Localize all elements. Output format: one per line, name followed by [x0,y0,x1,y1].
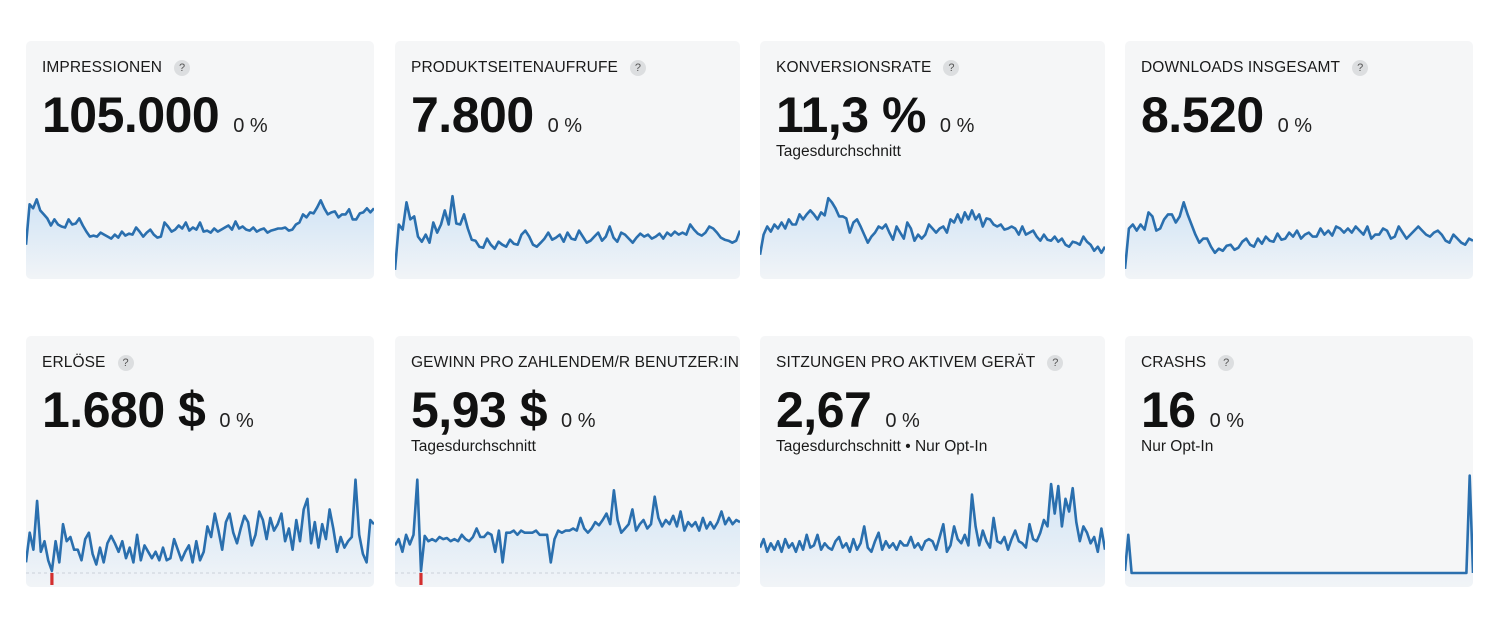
card-delta: 0 % [233,115,268,137]
card-value: 2,67 [776,382,872,438]
sparkline-area [395,479,740,587]
card-delta: 0 % [561,410,596,432]
card-header: PRODUKTSEITENAUFRUFE ? [411,59,646,77]
sparkline-chart [760,196,1105,279]
sparkline-line [1125,200,1473,270]
metric-card-sitzungen-pro-aktivem-geraet[interactable]: SITZUNGEN PRO AKTIVEM GERÄT ? 2,67 0 % T… [760,336,1105,587]
metric-card-gewinn-pro-zahlendem-benutzer[interactable]: GEWINN PRO ZAHLENDEM/R BENUTZER:IN ? 5,9… [395,336,740,587]
help-icon[interactable]: ? [1047,355,1064,371]
card-title: PRODUKTSEITENAUFRUFE [411,59,618,76]
sparkline-line [26,478,374,573]
metric-card-impressionen[interactable]: IMPRESSIONEN ? 105.000 0 % [26,41,374,279]
sparkline-chart [760,482,1105,587]
card-subtitle: Nur Opt-In [1141,438,1214,455]
card-value-row: 1.680 $ 0 % [42,382,254,438]
card-value-row: 11,3 % 0 % [776,87,974,143]
card-header: DOWNLOADS INSGESAMT ? [1141,59,1369,77]
sparkline-area [760,484,1105,587]
help-icon[interactable]: ? [943,60,960,76]
card-value: 7.800 [411,87,534,143]
sparkline-line [26,197,374,245]
sparkline-area [1125,475,1473,587]
card-header: KONVERSIONSRATE ? [776,59,960,77]
card-subtitle: Tagesdurchschnitt • Nur Opt-In [776,438,988,455]
card-value: 105.000 [42,87,220,143]
card-delta: 0 % [885,410,920,432]
metric-card-crashs[interactable]: CRASHS ? 16 0 % Nur Opt-In [1125,336,1473,587]
sparkline-area [1125,202,1473,279]
card-value: 5,93 $ [411,382,548,438]
sparkline-chart [26,478,374,587]
card-subtitle: Tagesdurchschnitt [411,438,536,455]
sparkline-chart [395,194,740,279]
help-icon[interactable]: ? [1352,60,1369,76]
card-value: 11,3 % [776,87,926,143]
card-subtitle: Tagesdurchschnitt [776,143,901,160]
card-value: 16 [1141,382,1196,438]
help-icon[interactable]: ? [1218,355,1235,371]
card-value-row: 5,93 $ 0 % [411,382,595,438]
card-value-row: 2,67 0 % [776,382,920,438]
card-title: IMPRESSIONEN [42,59,163,76]
metric-card-downloads-insgesamt[interactable]: DOWNLOADS INSGESAMT ? 8.520 0 % [1125,41,1473,279]
metric-card-konversionsrate[interactable]: KONVERSIONSRATE ? 11,3 % 0 % Tagesdurchs… [760,41,1105,279]
sparkline-chart [26,197,374,279]
card-value-row: 105.000 0 % [42,87,268,143]
sparkline-area [395,196,740,279]
card-delta: 0 % [1209,410,1245,432]
card-delta: 0 % [547,115,583,137]
help-icon[interactable]: ? [629,60,646,76]
card-header: SITZUNGEN PRO AKTIVEM GERÄT ? [776,354,1064,372]
card-header: ERLÖSE ? [42,354,134,372]
card-value-row: 8.520 0 % [1141,87,1312,143]
card-value: 8.520 [1141,87,1264,143]
metric-card-erloese[interactable]: ERLÖSE ? 1.680 $ 0 % [26,336,374,587]
sparkline-line [395,194,740,271]
card-title: KONVERSIONSRATE [776,59,932,76]
card-header: GEWINN PRO ZAHLENDEM/R BENUTZER:IN ? [411,354,740,372]
sparkline-chart [1125,474,1473,587]
card-delta: 0 % [219,410,254,432]
card-title: ERLÖSE [42,354,106,371]
metric-card-produktseitenaufrufe[interactable]: PRODUKTSEITENAUFRUFE ? 7.800 0 % [395,41,740,279]
sparkline-line [760,482,1105,554]
card-title: DOWNLOADS INSGESAMT [1141,59,1341,76]
help-icon[interactable]: ? [117,355,134,371]
card-value-row: 16 0 % [1141,382,1244,438]
sparkline-area [26,479,374,587]
card-title: CRASHS [1141,354,1207,371]
card-header: IMPRESSIONEN ? [42,59,191,77]
sparkline-area [26,199,374,279]
sparkline-line [395,478,740,573]
sparkline-line [1125,474,1473,575]
card-value: 1.680 $ [42,382,206,438]
card-title: GEWINN PRO ZAHLENDEM/R BENUTZER:IN [411,354,740,371]
card-delta: 0 % [1277,115,1313,137]
card-value-row: 7.800 0 % [411,87,582,143]
card-title: SITZUNGEN PRO AKTIVEM GERÄT [776,354,1036,371]
sparkline-line [760,196,1105,256]
card-delta: 0 % [939,115,975,137]
card-header: CRASHS ? [1141,354,1235,372]
help-icon[interactable]: ? [174,60,191,76]
sparkline-chart [1125,200,1473,279]
sparkline-chart [395,478,740,587]
